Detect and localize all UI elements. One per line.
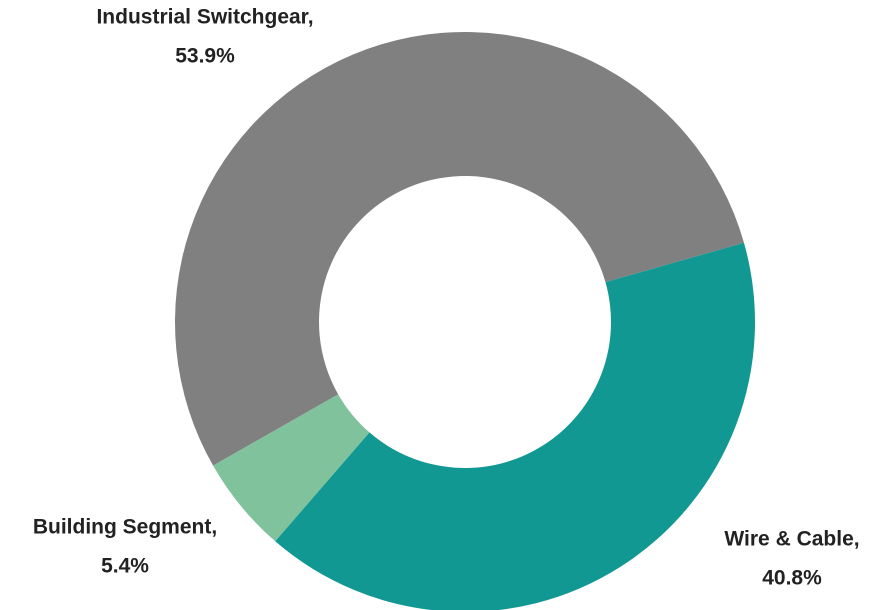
donut-slice bbox=[213, 394, 370, 542]
slice-value: 40.8% bbox=[762, 567, 822, 590]
slice-value: 53.9% bbox=[175, 45, 235, 68]
donut-slice bbox=[275, 242, 755, 610]
slice-label: Wire & Cable, bbox=[724, 528, 859, 551]
slice-value: 5.4% bbox=[101, 555, 149, 578]
slice-label: Industrial Switchgear, bbox=[96, 6, 313, 29]
donut-slice bbox=[174, 31, 744, 466]
slice-label: Building Segment, bbox=[33, 516, 217, 539]
